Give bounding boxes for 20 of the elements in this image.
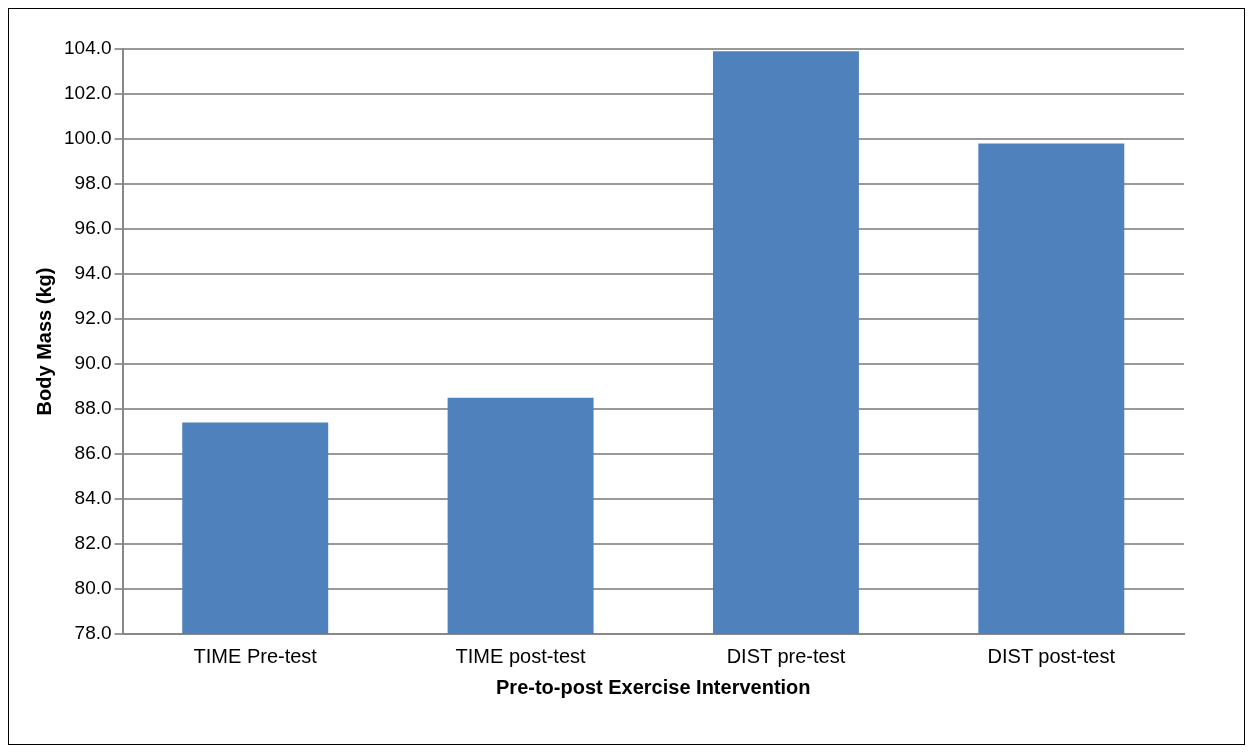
x-axis-title: Pre-to-post Exercise Intervention xyxy=(496,675,811,698)
y-tick-label: 102.0 xyxy=(64,82,112,104)
y-tick-label: 78.0 xyxy=(74,622,112,644)
y-tick-label: 94.0 xyxy=(74,262,112,284)
y-tick-label: 92.0 xyxy=(74,307,112,329)
y-tick-label: 100.0 xyxy=(64,127,112,149)
y-tick-label: 90.0 xyxy=(74,352,112,374)
x-tick-label: TIME Pre-test xyxy=(193,644,318,667)
y-tick-label: 104.0 xyxy=(64,37,112,59)
x-tick-label: TIME post-test xyxy=(455,644,587,667)
y-tick-label: 98.0 xyxy=(74,172,112,194)
y-tick-label: 86.0 xyxy=(74,442,112,464)
x-tick-label: DIST pre-test xyxy=(726,644,846,667)
y-tick-label: 80.0 xyxy=(74,577,112,599)
x-tick-label: DIST post-test xyxy=(987,644,1116,667)
y-tick-label: 84.0 xyxy=(74,487,112,509)
y-tick-label: 82.0 xyxy=(74,532,112,554)
y-tick-label: 96.0 xyxy=(74,217,112,239)
y-axis-title: Body Mass (kg) xyxy=(32,267,55,416)
y-tick-label: 88.0 xyxy=(74,397,112,419)
